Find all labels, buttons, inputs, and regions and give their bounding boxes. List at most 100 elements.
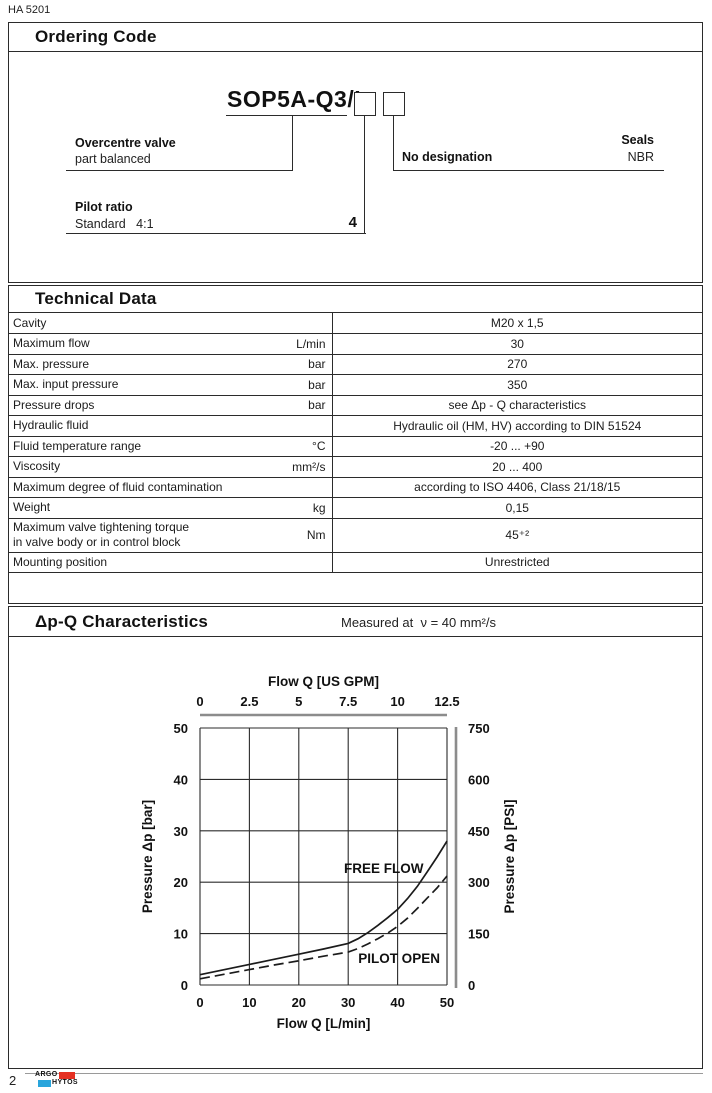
table-row: Mounting position Unrestricted bbox=[9, 552, 702, 573]
parameter-unit: kg bbox=[312, 500, 326, 515]
parameter-name: Maximum flow bbox=[13, 336, 90, 351]
technical-data-section: Technical Data Cavity M20 x 1,5 Maximum fl… bbox=[8, 285, 703, 604]
parameter-name: Mounting position bbox=[13, 554, 108, 569]
parameter-value: 45⁺² bbox=[332, 518, 702, 553]
logo-text-hytos: HYTOS bbox=[52, 1079, 78, 1086]
x-tick-label: 20 bbox=[292, 995, 306, 1010]
ordering-code-value: SOP5A-Q3/I bbox=[227, 86, 362, 112]
code-box-1 bbox=[354, 92, 376, 116]
footer-rule bbox=[25, 1073, 703, 1074]
argo-hytos-logo: ARGO HYTOS bbox=[35, 1071, 83, 1088]
table-row: Maximum valve tightening torque in valve… bbox=[9, 518, 702, 553]
ordering-code-underline bbox=[226, 115, 347, 116]
curve-pilot-open bbox=[199, 875, 448, 980]
page-number: 2 bbox=[9, 1073, 17, 1088]
overcentre-subtitle: part balanced bbox=[75, 152, 151, 166]
parameter-unit: bar bbox=[308, 377, 326, 392]
table-row: Maximum flow L/min 30 bbox=[9, 333, 702, 355]
pilot-ratio-code: 4 bbox=[348, 214, 357, 231]
connector-box1-line bbox=[364, 116, 365, 234]
gpm-axis-title: Flow Q [US GPM] bbox=[268, 674, 379, 689]
parameter-cell: Fluid temperature range °C bbox=[9, 436, 333, 457]
seals-designation-label: No designation bbox=[402, 150, 493, 164]
seals-title: Seals bbox=[621, 133, 654, 147]
parameter-unit: bar bbox=[308, 357, 326, 372]
parameter-unit: Nm bbox=[306, 528, 326, 542]
table-row: Cavity M20 x 1,5 bbox=[9, 313, 702, 334]
doc-number: HA 5201 bbox=[8, 4, 51, 16]
code-box-2 bbox=[383, 92, 405, 116]
x-tick-label: 30 bbox=[341, 995, 355, 1010]
psi-axis-title: Pressure Δp [PSI] bbox=[502, 800, 517, 914]
bar-tick-label: 40 bbox=[174, 772, 188, 787]
parameter-value: 350 bbox=[332, 374, 702, 396]
psi-tick-label: 150 bbox=[468, 927, 490, 942]
parameter-cell: Hydraulic fluid bbox=[9, 415, 333, 437]
x-tick-label: 50 bbox=[440, 995, 454, 1010]
parameter-unit: mm²/s bbox=[292, 459, 326, 474]
logo-row-2: HYTOS bbox=[38, 1079, 83, 1087]
table-row: Max. input pressure bar 350 bbox=[9, 374, 702, 396]
parameter-cell: Weight kg bbox=[9, 497, 333, 519]
parameter-value: Hydraulic oil (HM, HV) according to DIN … bbox=[332, 415, 702, 437]
table-row: Viscosity mm²/s 20 ... 400 bbox=[9, 456, 702, 478]
gpm-tick-label: 0 bbox=[196, 694, 203, 709]
parameter-name: Maximum valve tightening torque in valve… bbox=[13, 520, 190, 549]
ordering-code-diagram: SOP5A-Q3/I Overcentre valve part balance… bbox=[9, 52, 702, 282]
pilot-ratio-rule bbox=[66, 233, 366, 234]
x-tick-label: 40 bbox=[390, 995, 404, 1010]
parameter-value: according to ISO 4406, Class 21/18/15 bbox=[332, 477, 702, 498]
table-row: Fluid temperature range °C -20 ... +90 bbox=[9, 436, 702, 457]
parameter-unit: L/min bbox=[296, 336, 326, 351]
parameter-name: Pressure drops bbox=[13, 397, 95, 412]
logo-row-1: ARGO bbox=[35, 1071, 83, 1079]
parameter-name: Hydraulic fluid bbox=[13, 418, 89, 433]
parameter-value: 0,15 bbox=[332, 497, 702, 519]
ordering-code-section: Ordering Code SOP5A-Q3/I Overcentre valv… bbox=[8, 22, 703, 283]
table-row: Maximum degree of fluid contamination acc… bbox=[9, 477, 702, 498]
parameter-cell: Cavity bbox=[9, 313, 333, 334]
parameter-value: Unrestricted bbox=[332, 552, 702, 573]
logo-blue-rect bbox=[38, 1079, 51, 1087]
parameter-value: 20 ... 400 bbox=[332, 456, 702, 478]
parameter-name: Max. pressure bbox=[13, 356, 90, 371]
series-label-pilot-open: PILOT OPEN bbox=[358, 951, 440, 966]
psi-tick-label: 450 bbox=[468, 824, 490, 839]
parameter-value: -20 ... +90 bbox=[332, 436, 702, 457]
gpm-tick-label: 12.5 bbox=[434, 694, 459, 709]
bar-tick-label: 20 bbox=[174, 875, 188, 890]
parameter-name: Maximum degree of fluid contamination bbox=[13, 479, 223, 494]
pilot-ratio-option: Standard 4:1 bbox=[75, 217, 154, 231]
psi-tick-label: 750 bbox=[468, 721, 490, 736]
psi-tick-label: 300 bbox=[468, 875, 490, 890]
technical-table-body: Cavity M20 x 1,5 Maximum flow L/min 30 Max. p… bbox=[9, 313, 702, 573]
pq-measurement-note: Measured at ν = 40 mm²/s bbox=[341, 615, 496, 630]
parameter-cell: Mounting position bbox=[9, 552, 333, 573]
bar-tick-label: 30 bbox=[174, 824, 188, 839]
table-row: Weight kg 0,15 bbox=[9, 497, 702, 519]
parameter-cell: Maximum degree of fluid contamination bbox=[9, 477, 333, 498]
bar-axis-title: Pressure Δp [bar] bbox=[140, 800, 155, 913]
parameter-cell: Maximum valve tightening torque in valve… bbox=[9, 518, 333, 553]
table-row: Pressure drops bar see Δp - Q characterist… bbox=[9, 395, 702, 416]
gpm-tick-label: 7.5 bbox=[339, 694, 357, 709]
ordering-code-title: Ordering Code bbox=[35, 27, 157, 46]
parameter-value: see Δp - Q characteristics bbox=[332, 395, 702, 416]
parameter-value: M20 x 1,5 bbox=[332, 313, 702, 334]
technical-data-table: Cavity M20 x 1,5 Maximum flow L/min 30 Max. p… bbox=[9, 313, 702, 573]
bar-tick-label: 10 bbox=[174, 927, 188, 942]
parameter-cell: Viscosity mm²/s bbox=[9, 456, 333, 478]
overcentre-rule bbox=[66, 170, 293, 171]
parameter-value: 270 bbox=[332, 354, 702, 375]
parameter-cell: Max. input pressure bar bbox=[9, 374, 333, 396]
x-tick-label: 10 bbox=[242, 995, 256, 1010]
connector-box2-line bbox=[393, 116, 394, 171]
parameter-unit: bar bbox=[308, 398, 326, 413]
connector-code-line bbox=[292, 116, 293, 171]
ordering-code-header: Ordering Code bbox=[9, 23, 702, 52]
parameter-cell: Maximum flow L/min bbox=[9, 333, 333, 355]
gpm-tick-label: 5 bbox=[295, 694, 302, 709]
parameter-value: 30 bbox=[332, 333, 702, 355]
psi-tick-label: 600 bbox=[468, 772, 490, 787]
